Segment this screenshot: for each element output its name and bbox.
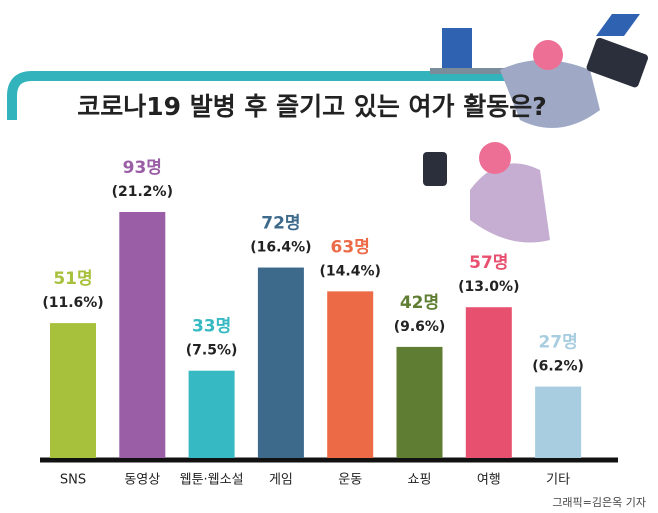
credit: 그래픽=김은옥 기자 [552, 496, 646, 509]
bar [535, 386, 582, 458]
value-label: 57명 [469, 253, 508, 273]
x-tick-label: 기타 [546, 473, 570, 488]
x-tick-label: 여행 [477, 472, 501, 488]
decor-head [479, 142, 511, 174]
percent-label: (11.6%) [42, 295, 103, 311]
percent-label: (14.4%) [320, 263, 381, 279]
x-tick-label: 운동 [338, 473, 362, 488]
x-tick-label: 동영상 [124, 473, 160, 488]
decor-head [533, 40, 563, 70]
bar [465, 307, 512, 458]
x-tick-label: 쇼핑 [408, 473, 432, 488]
value-label: 42명 [400, 293, 439, 313]
value-label: 93명 [123, 158, 162, 178]
value-label: 51명 [53, 269, 92, 289]
percent-label: (16.4%) [250, 240, 311, 256]
value-label: 33명 [192, 317, 231, 337]
bar [188, 370, 235, 458]
bar [327, 291, 374, 458]
x-tick-label: 게임 [269, 473, 293, 488]
x-tick-label: 웹툰·웹소설 [180, 473, 244, 488]
bar [119, 212, 166, 458]
decor-person [470, 163, 550, 243]
percent-label: (21.2%) [112, 184, 173, 200]
bar [50, 323, 96, 458]
decor-phone [423, 152, 447, 186]
decor-book [442, 28, 472, 72]
decor-frame [7, 71, 560, 120]
percent-label: (13.0%) [458, 279, 519, 295]
decor-tablet [586, 37, 648, 88]
value-label: 27명 [538, 333, 577, 353]
decor-person [500, 60, 600, 128]
bar [257, 267, 304, 458]
chart-title: 코로나19 발병 후 즐기고 있는 여가 활동은? [77, 92, 547, 121]
decor-shelf [430, 68, 550, 74]
value-label: 63명 [331, 237, 370, 257]
decor-shape [596, 14, 640, 36]
percent-label: (9.6%) [394, 319, 446, 335]
percent-label: (7.5%) [186, 343, 238, 359]
bar [396, 346, 443, 458]
value-label: 72명 [261, 214, 300, 234]
percent-label: (6.2%) [532, 359, 584, 375]
x-tick-label: SNS [60, 473, 86, 488]
